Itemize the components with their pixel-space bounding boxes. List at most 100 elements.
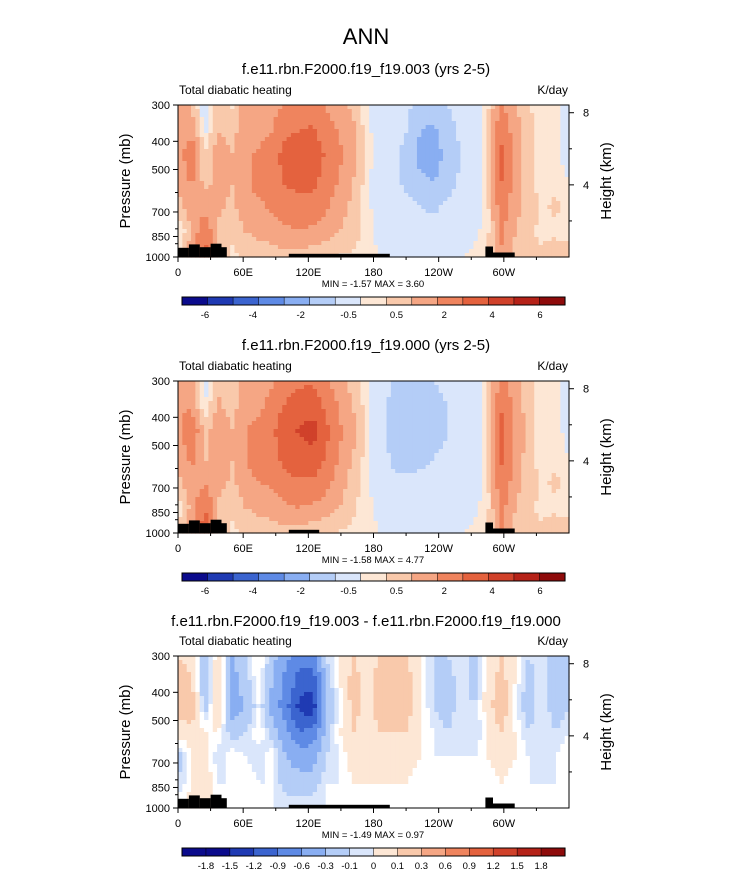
heatmap-cell: [264, 113, 270, 118]
heatmap-cell: [477, 245, 483, 250]
heatmap-cell: [503, 149, 509, 154]
heatmap-cell: [377, 217, 383, 222]
heatmap-cell: [338, 109, 344, 114]
heatmap-cell: [429, 221, 435, 226]
heatmap-cell: [269, 121, 275, 126]
heatmap-cell: [438, 117, 444, 122]
heatmap-cell: [377, 189, 383, 194]
heatmap-cell: [408, 217, 414, 222]
heatmap-cell: [386, 233, 392, 238]
heatmap-cell: [191, 421, 196, 426]
heatmap-cell: [264, 225, 270, 230]
heatmap-cell: [529, 161, 535, 166]
heatmap-cell: [260, 221, 266, 226]
heatmap-cell: [443, 145, 448, 150]
heatmap-cell: [230, 417, 236, 422]
heatmap-cell: [551, 117, 557, 122]
heatmap-cell: [364, 161, 370, 166]
heatmap-cell: [286, 153, 292, 158]
heatmap-cell: [204, 401, 210, 406]
heatmap-cell: [238, 133, 244, 138]
heatmap-cell: [456, 121, 461, 126]
heatmap-cell: [234, 213, 240, 218]
heatmap-cell: [490, 413, 496, 418]
heatmap-cell: [312, 249, 318, 254]
heatmap-cell: [521, 137, 527, 142]
heatmap-cell: [382, 225, 388, 230]
heatmap-cell: [247, 161, 253, 166]
heatmap-cell: [317, 189, 322, 194]
heatmap-cell: [186, 393, 192, 398]
heatmap-cell: [521, 149, 527, 154]
heatmap-cell: [282, 169, 288, 174]
heatmap-cell: [451, 157, 457, 162]
heatmap-cell: [234, 405, 240, 410]
heatmap-cell: [351, 401, 357, 406]
heatmap-cell: [386, 237, 392, 242]
heatmap-cell: [325, 441, 331, 446]
heatmap-cell: [317, 445, 322, 450]
heatmap-cell: [264, 125, 270, 130]
heatmap-cell: [538, 157, 544, 162]
heatmap-cell: [382, 441, 388, 446]
heatmap-cell: [421, 121, 427, 126]
heatmap-cell: [469, 381, 475, 386]
heatmap-cell: [234, 417, 240, 422]
heatmap-cell: [508, 413, 514, 418]
heatmap-cell: [277, 205, 283, 210]
heatmap-cell: [308, 109, 314, 114]
heatmap-cell: [395, 389, 401, 394]
heatmap-cell: [195, 153, 201, 158]
heatmap-cell: [534, 249, 540, 254]
heatmap-cell: [473, 221, 479, 226]
heatmap-cell: [264, 173, 270, 178]
heatmap-cell: [460, 105, 466, 110]
heatmap-cell: [403, 153, 409, 158]
heatmap-cell: [456, 181, 461, 186]
heatmap-cell: [564, 213, 570, 218]
heatmap-cell: [538, 437, 544, 442]
heatmap-cell: [208, 229, 214, 234]
heatmap-cell: [516, 381, 522, 386]
heatmap-cell: [529, 105, 535, 110]
heatmap-cell: [321, 385, 327, 390]
heatmap-cell: [534, 229, 540, 234]
heatmap-cell: [191, 157, 196, 162]
heatmap-cell: [438, 253, 444, 258]
heatmap-cell: [286, 189, 292, 194]
heatmap-cell: [377, 113, 383, 118]
heatmap-cell: [373, 441, 379, 446]
heatmap-cell: [212, 433, 218, 438]
panel-title: f.e11.rbn.F2000.f19_f19.003 (yrs 2-5): [242, 61, 490, 78]
heatmap-cell: [178, 245, 183, 250]
heatmap-cell: [343, 425, 349, 430]
heatmap-cell: [282, 165, 288, 170]
heatmap-cell: [286, 217, 292, 222]
heatmap-cell: [464, 221, 470, 226]
heatmap-cell: [338, 221, 344, 226]
heatmap-cell: [251, 393, 257, 398]
heatmap-cell: [295, 241, 301, 246]
heatmap-cell: [477, 237, 483, 242]
heatmap-cell: [199, 421, 205, 426]
heatmap-cell: [503, 169, 509, 174]
heatmap-cell: [434, 125, 440, 130]
heatmap-cell: [286, 437, 292, 442]
heatmap-cell: [273, 165, 279, 170]
heatmap-cell: [542, 405, 548, 410]
heatmap-cell: [186, 225, 192, 230]
heatmap-cell: [416, 125, 422, 130]
heatmap-cell: [338, 141, 344, 146]
heatmap-cell: [538, 125, 544, 130]
heatmap-cell: [495, 385, 501, 390]
heatmap-cell: [347, 393, 353, 398]
heatmap-cell: [512, 425, 518, 430]
heatmap-cell: [191, 197, 196, 202]
heatmap-cell: [408, 405, 414, 410]
heatmap-cell: [434, 401, 440, 406]
heatmap-cell: [364, 209, 370, 214]
heatmap-cell: [377, 141, 383, 146]
heatmap-cell: [464, 185, 470, 190]
heatmap-cell: [343, 213, 349, 218]
heatmap-cell: [360, 429, 366, 434]
